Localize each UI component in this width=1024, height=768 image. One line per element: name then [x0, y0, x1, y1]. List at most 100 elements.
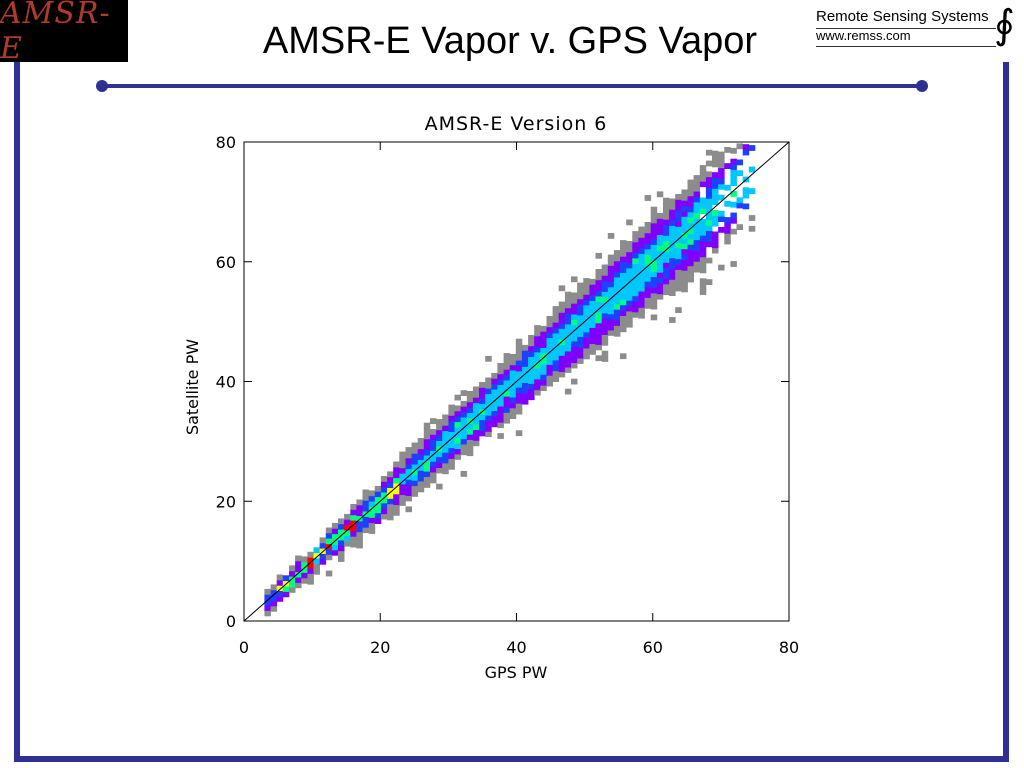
- density-cell: [718, 156, 725, 163]
- density-cell: [712, 172, 719, 178]
- density-cell: [528, 356, 535, 363]
- density-cell: [650, 282, 658, 288]
- density-cell: [417, 465, 425, 471]
- density-cell: [712, 150, 719, 157]
- density-cell: [325, 554, 333, 561]
- density-cell: [540, 374, 547, 381]
- density-cell: [718, 264, 725, 271]
- density-cell: [295, 577, 302, 583]
- density-cell: [589, 316, 596, 323]
- density-cell: [540, 347, 547, 354]
- density-cell: [736, 159, 743, 166]
- density-cell: [393, 466, 400, 473]
- density-cell: [380, 481, 388, 488]
- density-cell: [620, 250, 627, 257]
- density-cell: [632, 236, 639, 243]
- density-cell: [546, 375, 553, 382]
- density-cell: [380, 476, 388, 482]
- density-cell: [472, 435, 480, 441]
- density-cell: [472, 424, 480, 430]
- density-cell: [656, 239, 664, 246]
- density-cell: [564, 350, 572, 357]
- density-cell: [423, 433, 431, 440]
- density-cell: [264, 605, 271, 611]
- density-cell: [705, 230, 713, 237]
- density-cell: [595, 317, 602, 324]
- density-cell: [423, 422, 431, 429]
- density-cell: [460, 471, 468, 477]
- density-cell: [681, 286, 688, 293]
- density-cell: [687, 201, 694, 207]
- density-cell: [515, 408, 523, 415]
- density-cell: [307, 573, 314, 580]
- density-cell: [656, 213, 664, 219]
- density-cell: [448, 453, 455, 459]
- density-cell: [485, 431, 492, 438]
- density-cell: [644, 292, 652, 298]
- density-cell: [675, 226, 682, 233]
- density-cell: [607, 254, 615, 261]
- density-cell: [638, 302, 645, 308]
- density-cell: [589, 300, 596, 307]
- density-cell: [368, 522, 376, 529]
- density-cell: [368, 528, 376, 534]
- density-cell: [705, 182, 713, 188]
- density-cell: [460, 444, 468, 450]
- density-cell: [497, 368, 504, 375]
- density-cell: [411, 464, 419, 470]
- density-cell: [282, 586, 290, 592]
- density-cell: [485, 355, 492, 362]
- density-cell: [607, 265, 615, 272]
- density-cell: [380, 502, 388, 509]
- density-cell: [515, 387, 523, 393]
- density-cell: [687, 265, 694, 272]
- density-cell: [613, 320, 621, 326]
- density-cell: [374, 491, 382, 498]
- density-cell: [503, 363, 511, 370]
- density-cell: [693, 239, 701, 246]
- density-cell: [485, 420, 492, 427]
- density-cell: [368, 501, 376, 507]
- density-cell: [589, 338, 596, 344]
- density-cell: [399, 457, 406, 463]
- density-cell: [638, 253, 645, 260]
- density-cell: [405, 447, 412, 453]
- density-cell: [350, 525, 357, 532]
- density-cell: [528, 345, 535, 352]
- density-cell: [571, 362, 578, 369]
- density-cell: [687, 244, 694, 250]
- density-cell: [687, 222, 694, 229]
- density-cell: [736, 202, 743, 209]
- density-cell: [534, 379, 541, 385]
- density-cell: [620, 277, 627, 284]
- density-cell: [405, 490, 412, 496]
- density-cell: [313, 568, 320, 575]
- density-cell: [399, 462, 406, 469]
- density-cell: [405, 468, 412, 475]
- density-cell: [687, 271, 694, 277]
- density-cell: [595, 344, 602, 351]
- density-cell: [540, 325, 547, 332]
- density-cell: [675, 215, 682, 222]
- density-cell: [558, 333, 566, 340]
- density-cell: [497, 395, 504, 402]
- density-cell: [687, 233, 694, 240]
- density-cell: [515, 403, 523, 410]
- density-cell: [650, 298, 658, 305]
- density-cell: [405, 452, 412, 459]
- density-cell: [693, 180, 701, 187]
- density-cell: [338, 556, 345, 562]
- density-cell: [626, 289, 633, 296]
- density-cell: [264, 610, 271, 617]
- density-cell: [307, 578, 314, 585]
- density-cell: [270, 589, 278, 596]
- density-cell: [577, 352, 584, 359]
- density-cell: [626, 257, 633, 263]
- density-cell: [491, 416, 498, 422]
- density-cell: [509, 413, 517, 419]
- density-cell: [479, 398, 486, 404]
- density-cell: [669, 198, 676, 205]
- density-cell: [675, 280, 682, 286]
- density-cell: [675, 237, 682, 243]
- density-cell: [718, 194, 725, 201]
